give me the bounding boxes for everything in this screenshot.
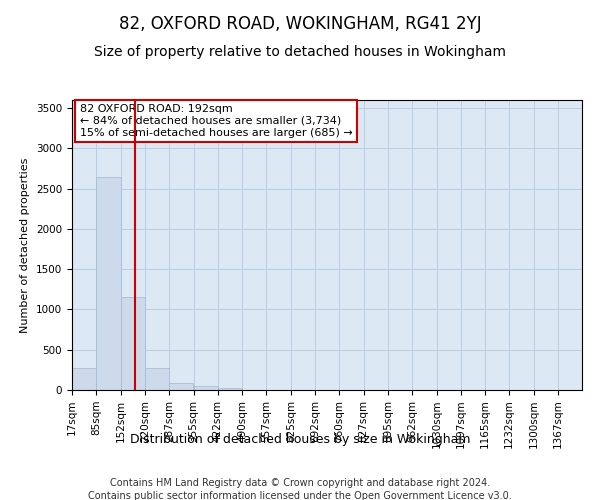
Bar — [97, 176, 121, 390]
Y-axis label: Number of detached properties: Number of detached properties — [20, 158, 31, 332]
Text: 82 OXFORD ROAD: 192sqm
← 84% of detached houses are smaller (3,734)
15% of semi-: 82 OXFORD ROAD: 192sqm ← 84% of detached… — [80, 104, 352, 138]
Text: Size of property relative to detached houses in Wokingham: Size of property relative to detached ho… — [94, 45, 506, 59]
Bar — [169, 383, 193, 390]
Text: Contains public sector information licensed under the Open Government Licence v3: Contains public sector information licen… — [88, 491, 512, 500]
Bar — [121, 298, 145, 390]
Bar — [72, 368, 96, 390]
Text: Contains HM Land Registry data © Crown copyright and database right 2024.: Contains HM Land Registry data © Crown c… — [110, 478, 490, 488]
Bar — [194, 386, 218, 390]
Bar — [218, 388, 242, 390]
Bar — [145, 368, 169, 390]
Text: Distribution of detached houses by size in Wokingham: Distribution of detached houses by size … — [130, 432, 470, 446]
Text: 82, OXFORD ROAD, WOKINGHAM, RG41 2YJ: 82, OXFORD ROAD, WOKINGHAM, RG41 2YJ — [119, 15, 481, 33]
